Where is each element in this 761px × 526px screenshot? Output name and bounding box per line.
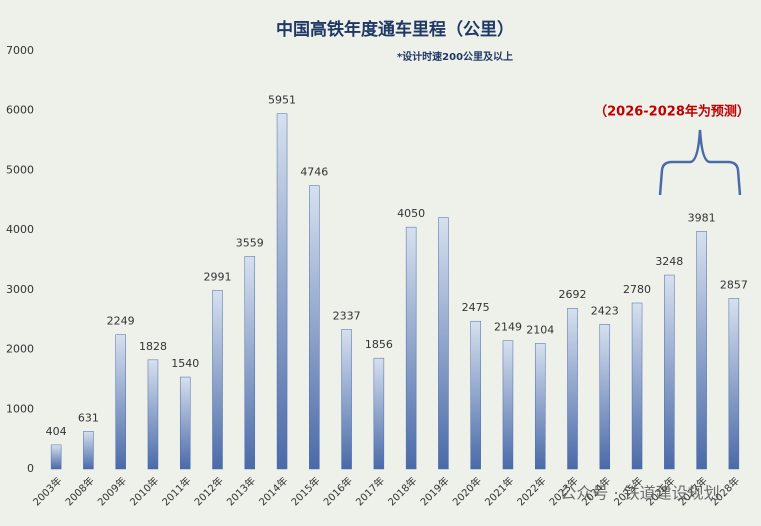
data-label: 3559 (236, 236, 264, 249)
bar (115, 334, 126, 470)
forecast-brace (658, 129, 742, 196)
y-tick-label: 2000 (6, 343, 34, 356)
bar (341, 329, 352, 470)
bar (728, 298, 740, 470)
data-label: 404 (46, 425, 67, 438)
bar (405, 226, 417, 470)
data-label: 2857 (720, 278, 748, 291)
data-label: 2337 (333, 309, 361, 322)
watermark: 公众号 · 铁道建设规划 (560, 484, 719, 503)
bar (276, 113, 288, 470)
data-label: 2692 (559, 288, 587, 301)
bar (212, 290, 223, 470)
bar (179, 376, 191, 470)
y-tick-label: 5000 (6, 163, 34, 176)
chart-title: 中国高铁年度通车里程（公里） (276, 19, 514, 40)
data-label: 3981 (688, 211, 716, 224)
bar (696, 231, 707, 470)
y-tick-label: 7000 (6, 44, 34, 57)
bar (373, 357, 385, 470)
data-label: 5951 (268, 94, 296, 107)
data-label: 2423 (591, 304, 619, 317)
bar (631, 302, 643, 470)
forecast-note: （2026-2028年为预测） (594, 104, 750, 120)
bar (147, 359, 159, 470)
data-label: 3248 (655, 255, 683, 268)
data-label: 2149 (494, 321, 522, 334)
y-tick-label: 0 (27, 462, 34, 475)
data-label: 2780 (623, 283, 651, 296)
y-tick-label: 1000 (6, 402, 34, 415)
data-label: 2104 (526, 323, 554, 336)
data-label: 2249 (107, 315, 135, 328)
data-label: 2991 (204, 270, 232, 283)
bar (83, 431, 94, 470)
bar (470, 320, 481, 470)
data-label: 1828 (139, 340, 167, 353)
bar (309, 185, 320, 470)
bar (664, 274, 675, 470)
y-tick-label: 4000 (6, 223, 34, 236)
data-label: 4746 (300, 166, 328, 179)
bar (567, 307, 578, 470)
data-label: 1856 (365, 338, 393, 351)
chart-subtitle: *设计时速200公里及以上 (397, 50, 513, 63)
data-label: 4050 (397, 207, 425, 220)
bar (50, 444, 62, 470)
data-label: 631 (78, 411, 99, 424)
bar (438, 217, 449, 470)
bar (599, 324, 611, 470)
y-tick-label: 6000 (6, 104, 34, 117)
data-label: 1540 (171, 357, 199, 370)
bar (502, 340, 514, 470)
y-tick-label: 3000 (6, 283, 34, 296)
bar (534, 343, 546, 470)
bar (244, 256, 256, 470)
data-label: 2475 (462, 301, 490, 314)
